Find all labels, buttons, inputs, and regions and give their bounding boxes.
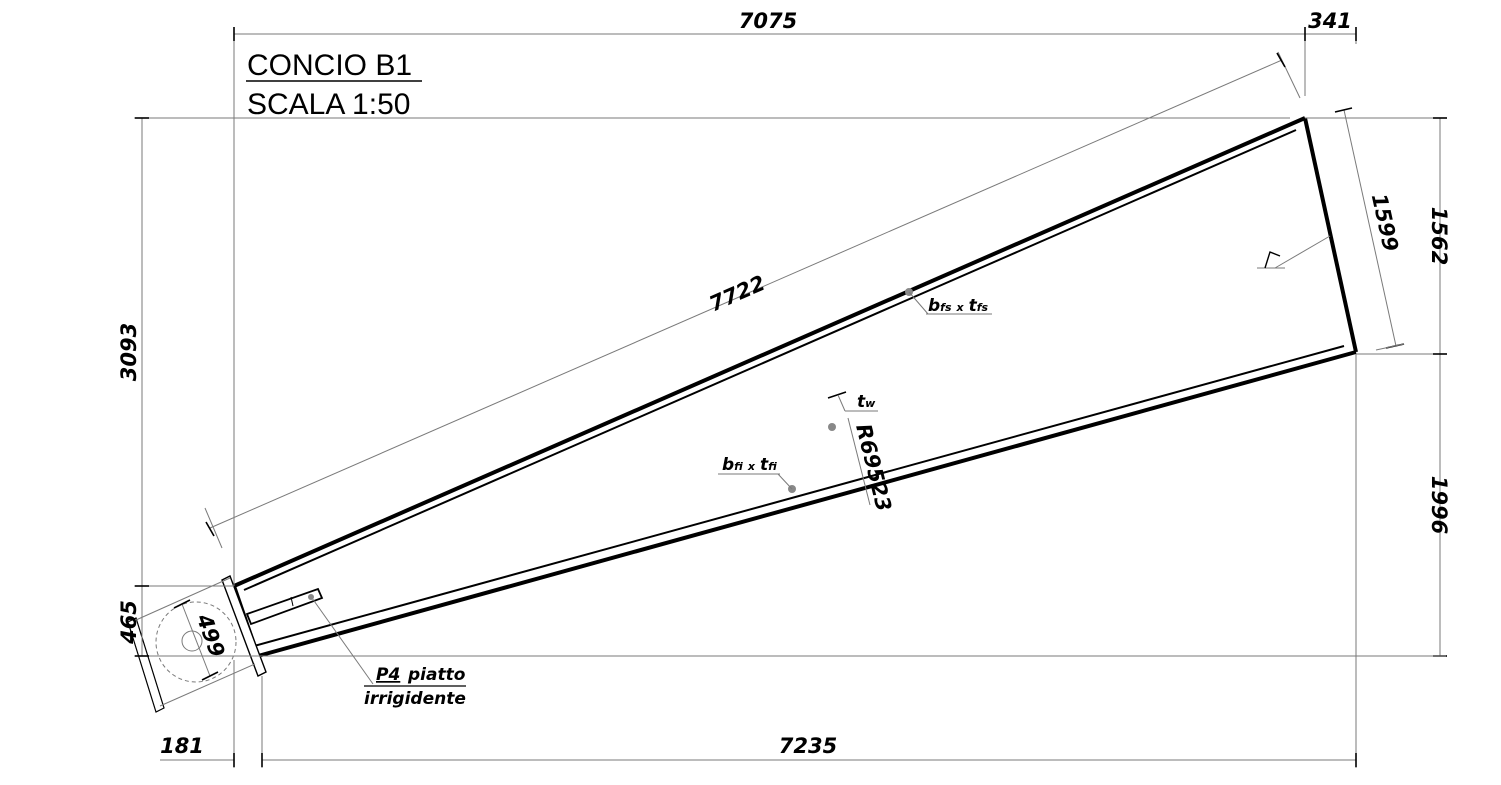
- radius-label: R69523: [851, 421, 896, 513]
- stiffener-leader: [311, 597, 374, 685]
- top-dimensions: 7075 341: [233, 9, 1357, 586]
- radius-leader: [847, 417, 871, 506]
- right-upper-label: 1562: [1427, 207, 1451, 265]
- radius-dim: R69523: [847, 417, 896, 514]
- right-end-label: 1599: [1367, 191, 1403, 253]
- bottom-flange-b: bfi x tfi: [722, 455, 777, 475]
- left-vertical-dimensions: 3093 465: [117, 117, 1446, 657]
- top-flange-label: bfs x tfs: [905, 288, 992, 316]
- title-block: CONCIO B1 SCALA 1:50: [246, 49, 422, 121]
- web-dot: [828, 423, 836, 431]
- bottom-flange-leader: [777, 473, 793, 490]
- end-marker: [1257, 235, 1331, 269]
- bottom-flange-outer: [257, 350, 1357, 658]
- stiffener-plate: [245, 587, 324, 626]
- pin-tick-2: [201, 671, 219, 681]
- right-end-plate: [1303, 117, 1358, 353]
- top-offset-label: 341: [1308, 9, 1352, 33]
- title-line-1: CONCIO B1: [247, 49, 412, 82]
- bottom-flange-inner: [253, 345, 1345, 647]
- web-t: tw: [857, 392, 876, 412]
- right-end-dimension: 1599: [1334, 107, 1405, 351]
- diagonal-label: 7722: [706, 271, 769, 316]
- top-length-label: 7075: [739, 9, 797, 33]
- right-end-tick-top: [1334, 107, 1353, 113]
- top-flange-b: bfs x tfs: [928, 296, 989, 316]
- stiffener: P4 piatto irrigidente: [245, 587, 466, 709]
- stiffener-leader-dot: [308, 594, 314, 600]
- end-marker-symbol: [1264, 251, 1281, 269]
- bottom-dimensions: 181 7235: [160, 660, 1357, 768]
- right-end-dim-line: [1343, 109, 1397, 347]
- top-flange-leader: [908, 291, 929, 315]
- pin-tick-1: [173, 599, 191, 609]
- right-vertical-dimensions: 1562 1996: [1305, 117, 1451, 768]
- girder-outline: [232, 116, 1358, 658]
- title-line-2: SCALA 1:50: [247, 88, 410, 121]
- support-line-1: [135, 577, 231, 621]
- diagonal-tick-left: [205, 521, 215, 537]
- right-lower-label: 1996: [1427, 476, 1451, 534]
- web-leader: [837, 394, 846, 412]
- end-plate-rect: [221, 575, 267, 677]
- top-flange-outer: [233, 116, 1306, 588]
- end-marker-leader: [1274, 235, 1331, 269]
- bottom-offset-label: 181: [160, 734, 204, 758]
- pin-dim-label: 499: [191, 610, 229, 660]
- bottom-flange-label: bfi x tfi: [718, 455, 796, 493]
- diagonal-tick-right: [1276, 52, 1286, 68]
- support-line-2: [159, 663, 256, 707]
- diagonal-ext-left: [204, 507, 223, 549]
- stiffener-code: P4: [376, 665, 400, 685]
- diagonal-dim-line: [209, 59, 1283, 529]
- pin-outline: [155, 601, 237, 683]
- left-support: 499: [127, 575, 267, 713]
- bottom-length-label: 7235: [779, 734, 837, 758]
- stiffener-text-2: irrigidente: [364, 689, 466, 709]
- web-label: tw: [827, 391, 878, 431]
- web-tick: [827, 391, 847, 399]
- right-end-ext: [1375, 343, 1405, 351]
- bearing-plate: [127, 617, 165, 713]
- stiffener-weld: [290, 596, 294, 607]
- left-height-label: 3093: [117, 323, 141, 381]
- left-small-label: 465: [117, 600, 141, 645]
- stiffener-text-1: piatto: [407, 665, 466, 685]
- diagonal-ext-right: [1277, 51, 1301, 99]
- top-flange-inner: [243, 129, 1297, 591]
- pin-dim-line: [181, 603, 211, 677]
